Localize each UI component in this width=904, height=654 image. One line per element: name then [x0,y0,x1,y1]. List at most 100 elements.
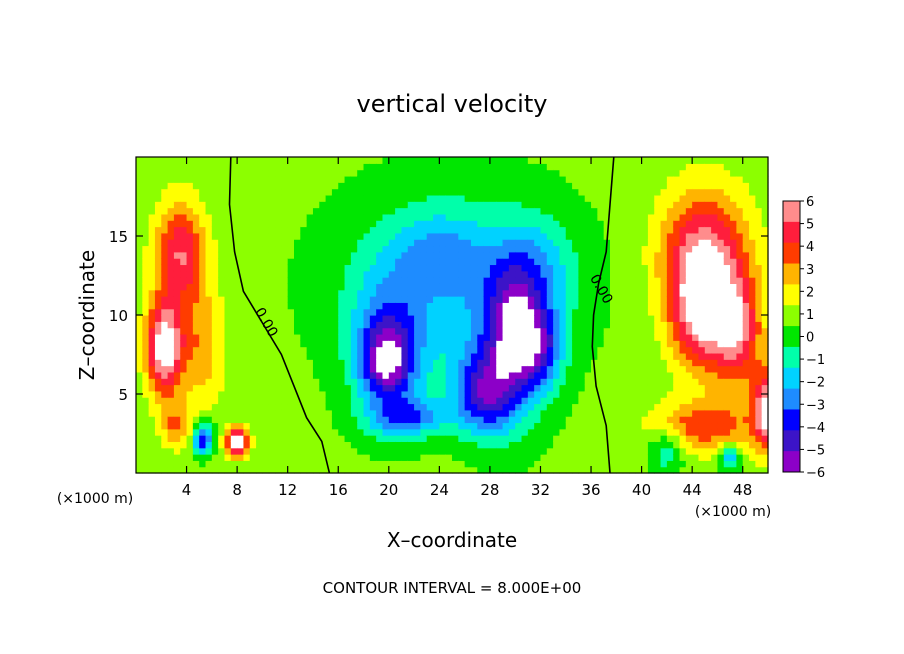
heatmap-cell [761,220,769,228]
heatmap-cell [723,163,731,171]
heatmap-cell [572,352,579,360]
heatmap-cell [603,157,611,164]
heatmap-cell [224,220,232,228]
heatmap-cell [426,169,434,177]
heatmap-cell [281,315,289,322]
heatmap-cell [350,302,358,310]
heatmap-cell [148,441,156,449]
heatmap-cell [388,409,396,417]
heatmap-cell [249,283,257,291]
heatmap-cell [477,327,485,335]
heatmap-cell [148,289,156,297]
heatmap-cell [736,283,744,291]
heatmap-cell [458,460,466,468]
heatmap-cell [755,409,763,417]
heatmap-cell [496,239,504,247]
heatmap-cell [534,352,542,360]
heatmap-cell [711,384,719,392]
heatmap-cell [369,283,377,291]
heatmap-cell [584,258,592,266]
heatmap-cell [142,422,150,430]
heatmap-cell [205,466,213,474]
heatmap-cell [218,258,226,266]
heatmap-cell [755,245,763,253]
heatmap-cell [616,441,624,449]
heatmap-cell [237,213,245,221]
heatmap-cell [331,302,339,310]
heatmap-cell [578,283,586,291]
heatmap-cell [685,163,693,171]
heatmap-cell [230,163,238,171]
heatmap-cell [704,283,712,291]
heatmap-cell [616,416,624,424]
heatmap-cell [761,435,769,442]
heatmap-cell [565,232,573,240]
heatmap-cell [755,447,763,455]
heatmap-cell [281,340,289,348]
heatmap-cell [338,460,346,468]
heatmap-cell [395,403,403,411]
heatmap-cell [154,175,162,183]
heatmap-cell [180,194,188,202]
heatmap-cell [237,175,245,183]
heatmap-cell [281,245,289,253]
heatmap-cell [679,390,687,398]
heatmap-cell [508,251,516,259]
heatmap-field [136,157,769,474]
heatmap-cell [546,251,554,259]
heatmap-cell [148,416,156,424]
heatmap-cell [224,390,232,398]
heatmap-cell [218,346,226,354]
heatmap-cell [755,213,763,221]
heatmap-cell [647,466,655,474]
heatmap-cell [312,390,320,398]
heatmap-cell [249,327,257,335]
heatmap-cell [319,390,327,398]
heatmap-cell [407,270,415,278]
heatmap-cell [192,403,200,411]
heatmap-cell [376,296,384,303]
heatmap-cell [578,201,586,209]
heatmap-cell [211,296,219,303]
heatmap-cell [534,466,542,474]
heatmap-cell [692,251,700,259]
heatmap-cell [338,454,346,461]
heatmap-cell [641,390,649,398]
heatmap-cell [553,226,561,234]
heatmap-cell [167,340,175,348]
heatmap-cell [628,296,636,303]
heatmap-cell [470,416,478,424]
heatmap-cell [692,371,700,379]
heatmap-cell [673,460,681,468]
heatmap-cell [679,340,687,348]
heatmap-cell [730,409,737,417]
heatmap-cell [591,175,598,183]
heatmap-cell [458,447,466,455]
heatmap-cell [534,226,542,234]
heatmap-cell [357,359,365,367]
heatmap-cell [711,251,719,259]
heatmap-cell [622,232,630,240]
heatmap-cell [635,390,643,398]
heatmap-cell [142,454,150,461]
heatmap-cell [369,239,377,247]
heatmap-cell [439,447,447,455]
heatmap-cell [496,163,504,171]
heatmap-cell [173,397,181,405]
heatmap-cell [300,220,308,228]
heatmap-cell [382,390,390,398]
heatmap-cell [180,460,188,468]
heatmap-cell [262,194,270,202]
heatmap-cell [142,460,150,468]
heatmap-cell [192,308,200,316]
heatmap-cell [679,226,687,234]
heatmap-cell [654,365,662,373]
heatmap-cell [395,232,403,240]
heatmap-cell [173,333,181,341]
heatmap-cell [704,201,712,209]
heatmap-cell [319,175,327,183]
heatmap-cell [654,327,662,335]
heatmap-cell [584,327,592,335]
heatmap-cell [578,245,586,253]
heatmap-cell [521,454,529,461]
